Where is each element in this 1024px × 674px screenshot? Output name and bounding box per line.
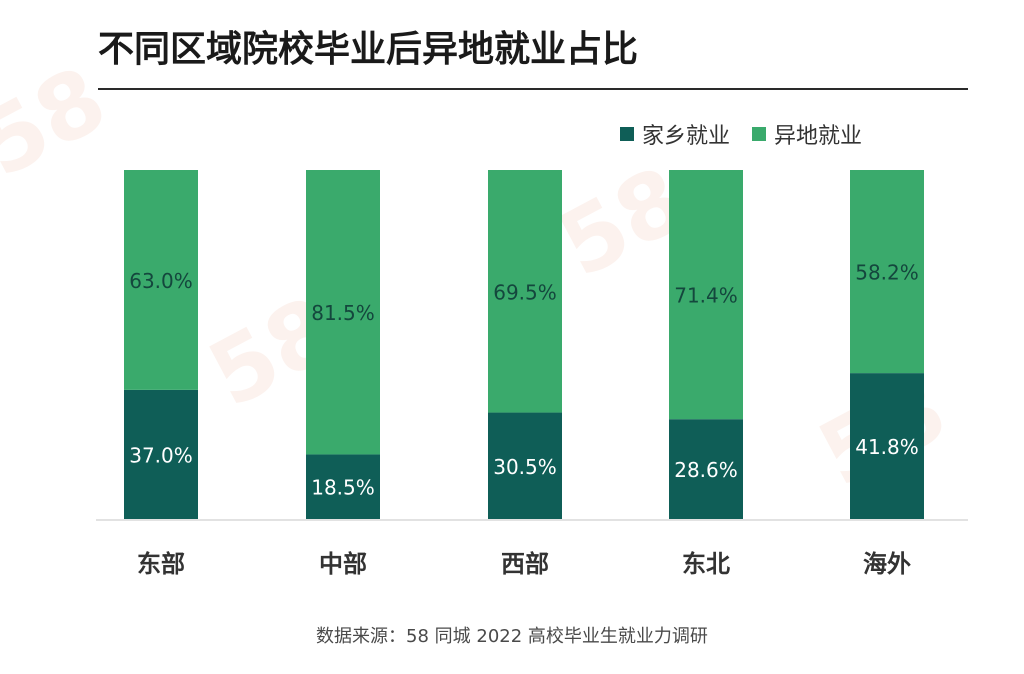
legend-swatch-home xyxy=(620,127,634,141)
legend-label-away: 异地就业 xyxy=(774,124,863,149)
data-label-away-4: 71.4% xyxy=(674,284,738,308)
bar-segment-home-4 xyxy=(669,419,743,519)
category-label-2: 中部 xyxy=(319,550,367,578)
bar-segment-away-1 xyxy=(124,170,198,390)
data-label-home-2: 18.5% xyxy=(311,476,375,500)
data-label-away-3: 69.5% xyxy=(493,280,557,304)
bar-segment-away-4 xyxy=(669,170,743,420)
data-label-away-1: 63.0% xyxy=(129,269,193,293)
data-label-away-2: 81.5% xyxy=(311,301,375,325)
data-label-home-3: 30.5% xyxy=(493,455,557,479)
bar-segment-away-5 xyxy=(850,170,924,374)
bar-segment-home-3 xyxy=(488,412,562,519)
data-label-home-4: 28.6% xyxy=(674,458,738,482)
data-label-home-1: 37.0% xyxy=(129,443,193,467)
bar-segment-home-1 xyxy=(124,389,198,519)
bar-segment-away-2 xyxy=(306,170,380,455)
bar-segment-away-3 xyxy=(488,170,562,413)
legend-item-away: 异地就业 xyxy=(752,118,862,150)
bar-segment-home-2 xyxy=(306,454,380,519)
bar-segment-home-5 xyxy=(850,373,924,519)
data-label-away-5: 58.2% xyxy=(855,261,919,285)
data-source-note: 数据来源：58 同城 2022 高校毕业生就业力调研 xyxy=(316,626,708,647)
legend-label-home: 家乡就业 xyxy=(642,124,731,149)
legend-item-home: 家乡就业 xyxy=(620,118,730,150)
legend: 家乡就业 异地就业 xyxy=(620,118,862,150)
title-divider xyxy=(98,88,968,90)
category-label-3: 西部 xyxy=(501,550,549,578)
category-label-5: 海外 xyxy=(863,550,911,578)
chart-title: 不同区域院校毕业后异地就业占比 xyxy=(98,29,639,70)
legend-swatch-away xyxy=(752,127,767,141)
data-label-home-5: 41.8% xyxy=(855,435,919,459)
category-label-4: 东北 xyxy=(682,550,730,578)
category-label-1: 东部 xyxy=(137,550,185,578)
